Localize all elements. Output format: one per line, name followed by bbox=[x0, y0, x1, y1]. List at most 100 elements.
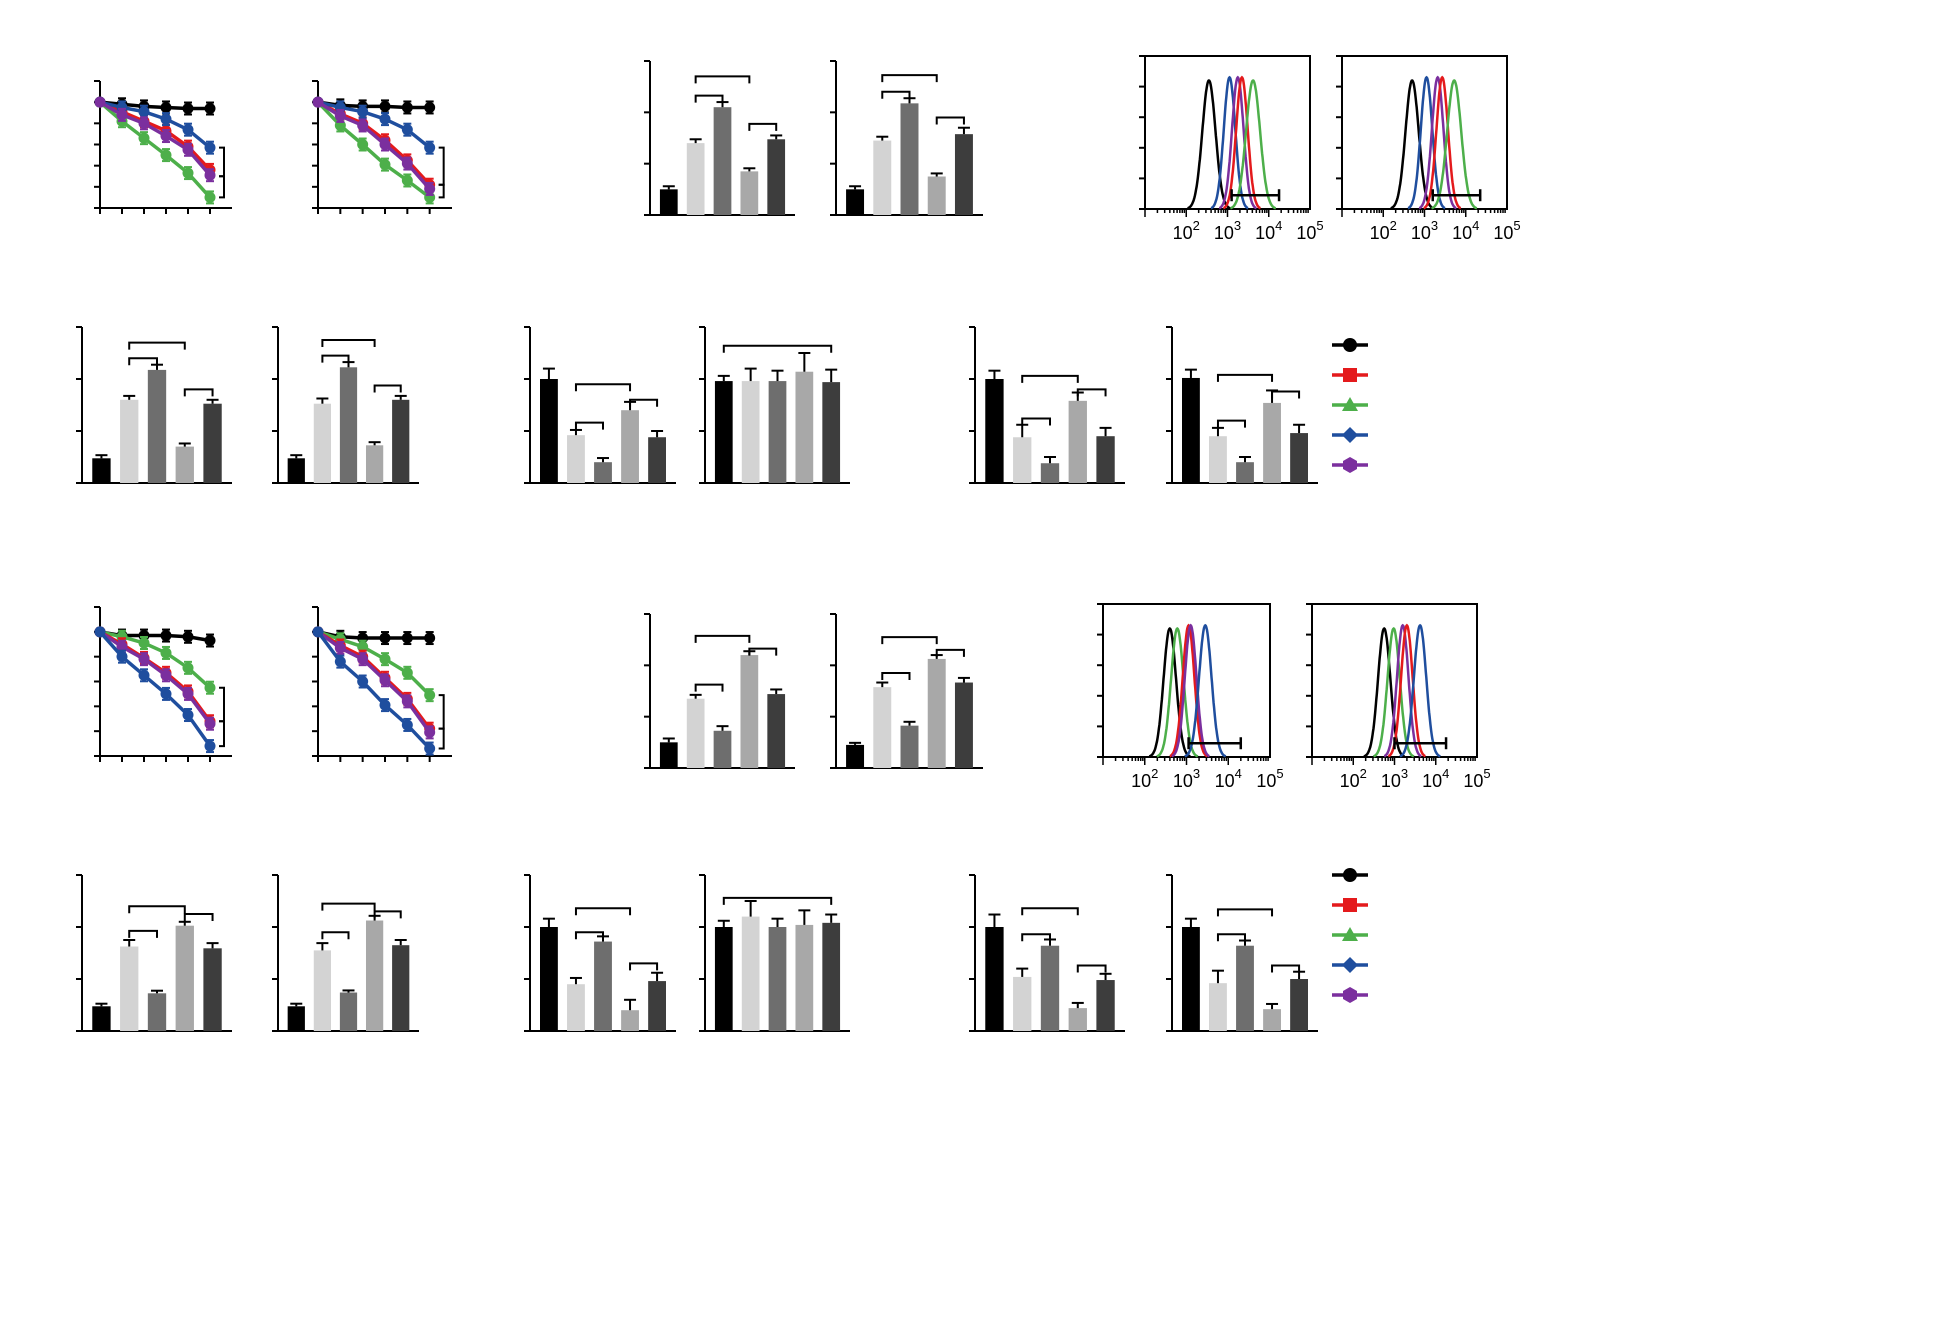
significance-bracket bbox=[574, 907, 632, 916]
significance-bracket bbox=[694, 94, 724, 103]
significance-bracket bbox=[722, 344, 833, 353]
chart-b-2 bbox=[830, 60, 983, 216]
data-point bbox=[204, 635, 216, 647]
bar-1 bbox=[714, 381, 733, 483]
data-point bbox=[160, 630, 172, 642]
data-point bbox=[94, 626, 106, 638]
data-point bbox=[204, 682, 216, 694]
x-tick-label: 104 bbox=[1215, 766, 1242, 791]
x-tick-exponent: 3 bbox=[1193, 766, 1200, 781]
bar-3 bbox=[713, 107, 732, 215]
series-line-4 bbox=[99, 630, 212, 725]
data-point bbox=[401, 695, 413, 707]
chart-k-1 bbox=[524, 874, 676, 1032]
data-point bbox=[424, 632, 436, 644]
significance-bracket bbox=[1271, 964, 1301, 973]
series-line-4 bbox=[316, 630, 432, 734]
significance-bracket bbox=[321, 354, 350, 363]
significance-bracket bbox=[373, 384, 402, 393]
data-point bbox=[424, 101, 436, 113]
significance-bracket bbox=[128, 929, 158, 938]
stat-bracket bbox=[219, 720, 225, 748]
bar-4 bbox=[927, 658, 946, 768]
chart-l-2 bbox=[1166, 874, 1318, 1032]
bar-5 bbox=[392, 945, 410, 1031]
data-point bbox=[401, 719, 413, 731]
stat-bracket bbox=[219, 686, 225, 723]
data-point bbox=[138, 669, 150, 681]
significance-bracket bbox=[1021, 374, 1079, 383]
bar-5 bbox=[1096, 436, 1115, 483]
bar-2 bbox=[1013, 976, 1032, 1031]
bar-3 bbox=[147, 369, 167, 483]
significance-bracket bbox=[935, 116, 965, 125]
legend-1 bbox=[1332, 338, 1368, 473]
bar-1 bbox=[846, 744, 865, 768]
significance-bracket bbox=[128, 341, 186, 350]
data-point bbox=[379, 699, 391, 711]
chart-f-1 bbox=[969, 326, 1125, 484]
bar-2 bbox=[313, 403, 332, 483]
bar-2 bbox=[741, 381, 760, 483]
significance-bracket bbox=[748, 122, 778, 131]
data-point bbox=[160, 101, 172, 113]
chart-c-2: 102 103 104 105 bbox=[1336, 55, 1521, 243]
chart-f-2 bbox=[1166, 326, 1318, 484]
x-tick-label: 105 bbox=[1463, 766, 1490, 791]
bar-1 bbox=[1182, 377, 1200, 483]
bar-2 bbox=[741, 916, 760, 1031]
significance-bracket bbox=[881, 636, 938, 645]
bar-1 bbox=[540, 379, 558, 483]
bar-4 bbox=[365, 445, 384, 483]
bar-5 bbox=[954, 134, 973, 215]
data-point bbox=[401, 124, 413, 136]
significance-bracket bbox=[881, 672, 911, 681]
data-point bbox=[160, 669, 172, 681]
bar-3 bbox=[713, 730, 732, 768]
legend-marker bbox=[1343, 868, 1357, 882]
bar-5 bbox=[203, 948, 222, 1031]
bar-4 bbox=[740, 655, 759, 768]
x-tick-label: 103 bbox=[1381, 766, 1408, 791]
bar-1 bbox=[287, 1006, 305, 1031]
chart-g-1 bbox=[94, 606, 232, 762]
x-tick-exponent: 2 bbox=[1151, 766, 1158, 781]
significance-bracket bbox=[321, 902, 376, 911]
x-tick-exponent: 5 bbox=[1316, 218, 1323, 233]
significance-bracket bbox=[629, 962, 659, 971]
bar-2 bbox=[686, 698, 705, 768]
data-point bbox=[182, 709, 194, 721]
bar-1 bbox=[540, 927, 558, 1031]
significance-bracket bbox=[694, 75, 751, 84]
bar-3 bbox=[1236, 945, 1254, 1031]
histogram-curve-1 bbox=[1363, 626, 1405, 758]
x-tick-label: 102 bbox=[1340, 766, 1367, 791]
bar-3 bbox=[768, 381, 787, 483]
significance-bracket bbox=[694, 683, 724, 692]
x-tick-exponent: 4 bbox=[1235, 766, 1242, 781]
bar-2 bbox=[120, 946, 139, 1031]
significance-bracket bbox=[1216, 419, 1246, 428]
bar-2 bbox=[313, 950, 332, 1031]
data-point bbox=[204, 142, 216, 154]
bar-2 bbox=[873, 687, 892, 768]
bar-2 bbox=[1209, 983, 1227, 1031]
data-point bbox=[116, 641, 128, 653]
stat-bracket bbox=[219, 175, 225, 199]
significance-bracket bbox=[128, 357, 158, 366]
bar-5 bbox=[822, 922, 841, 1031]
chart-d-2 bbox=[272, 326, 419, 484]
bar-5 bbox=[1290, 979, 1308, 1031]
x-tick-exponent: 2 bbox=[1360, 766, 1367, 781]
data-point bbox=[312, 626, 324, 638]
histogram-curve-5 bbox=[1184, 623, 1227, 758]
chart-c-1: 102 103 104 105 bbox=[1139, 55, 1324, 243]
significance-bracket bbox=[373, 910, 402, 919]
data-point bbox=[182, 144, 194, 156]
legend-marker bbox=[1343, 368, 1357, 382]
bar-4 bbox=[621, 1010, 639, 1031]
bar-5 bbox=[767, 139, 786, 215]
x-tick-label: 102 bbox=[1370, 218, 1397, 243]
bar-4 bbox=[795, 924, 814, 1031]
significance-bracket bbox=[1021, 907, 1079, 916]
